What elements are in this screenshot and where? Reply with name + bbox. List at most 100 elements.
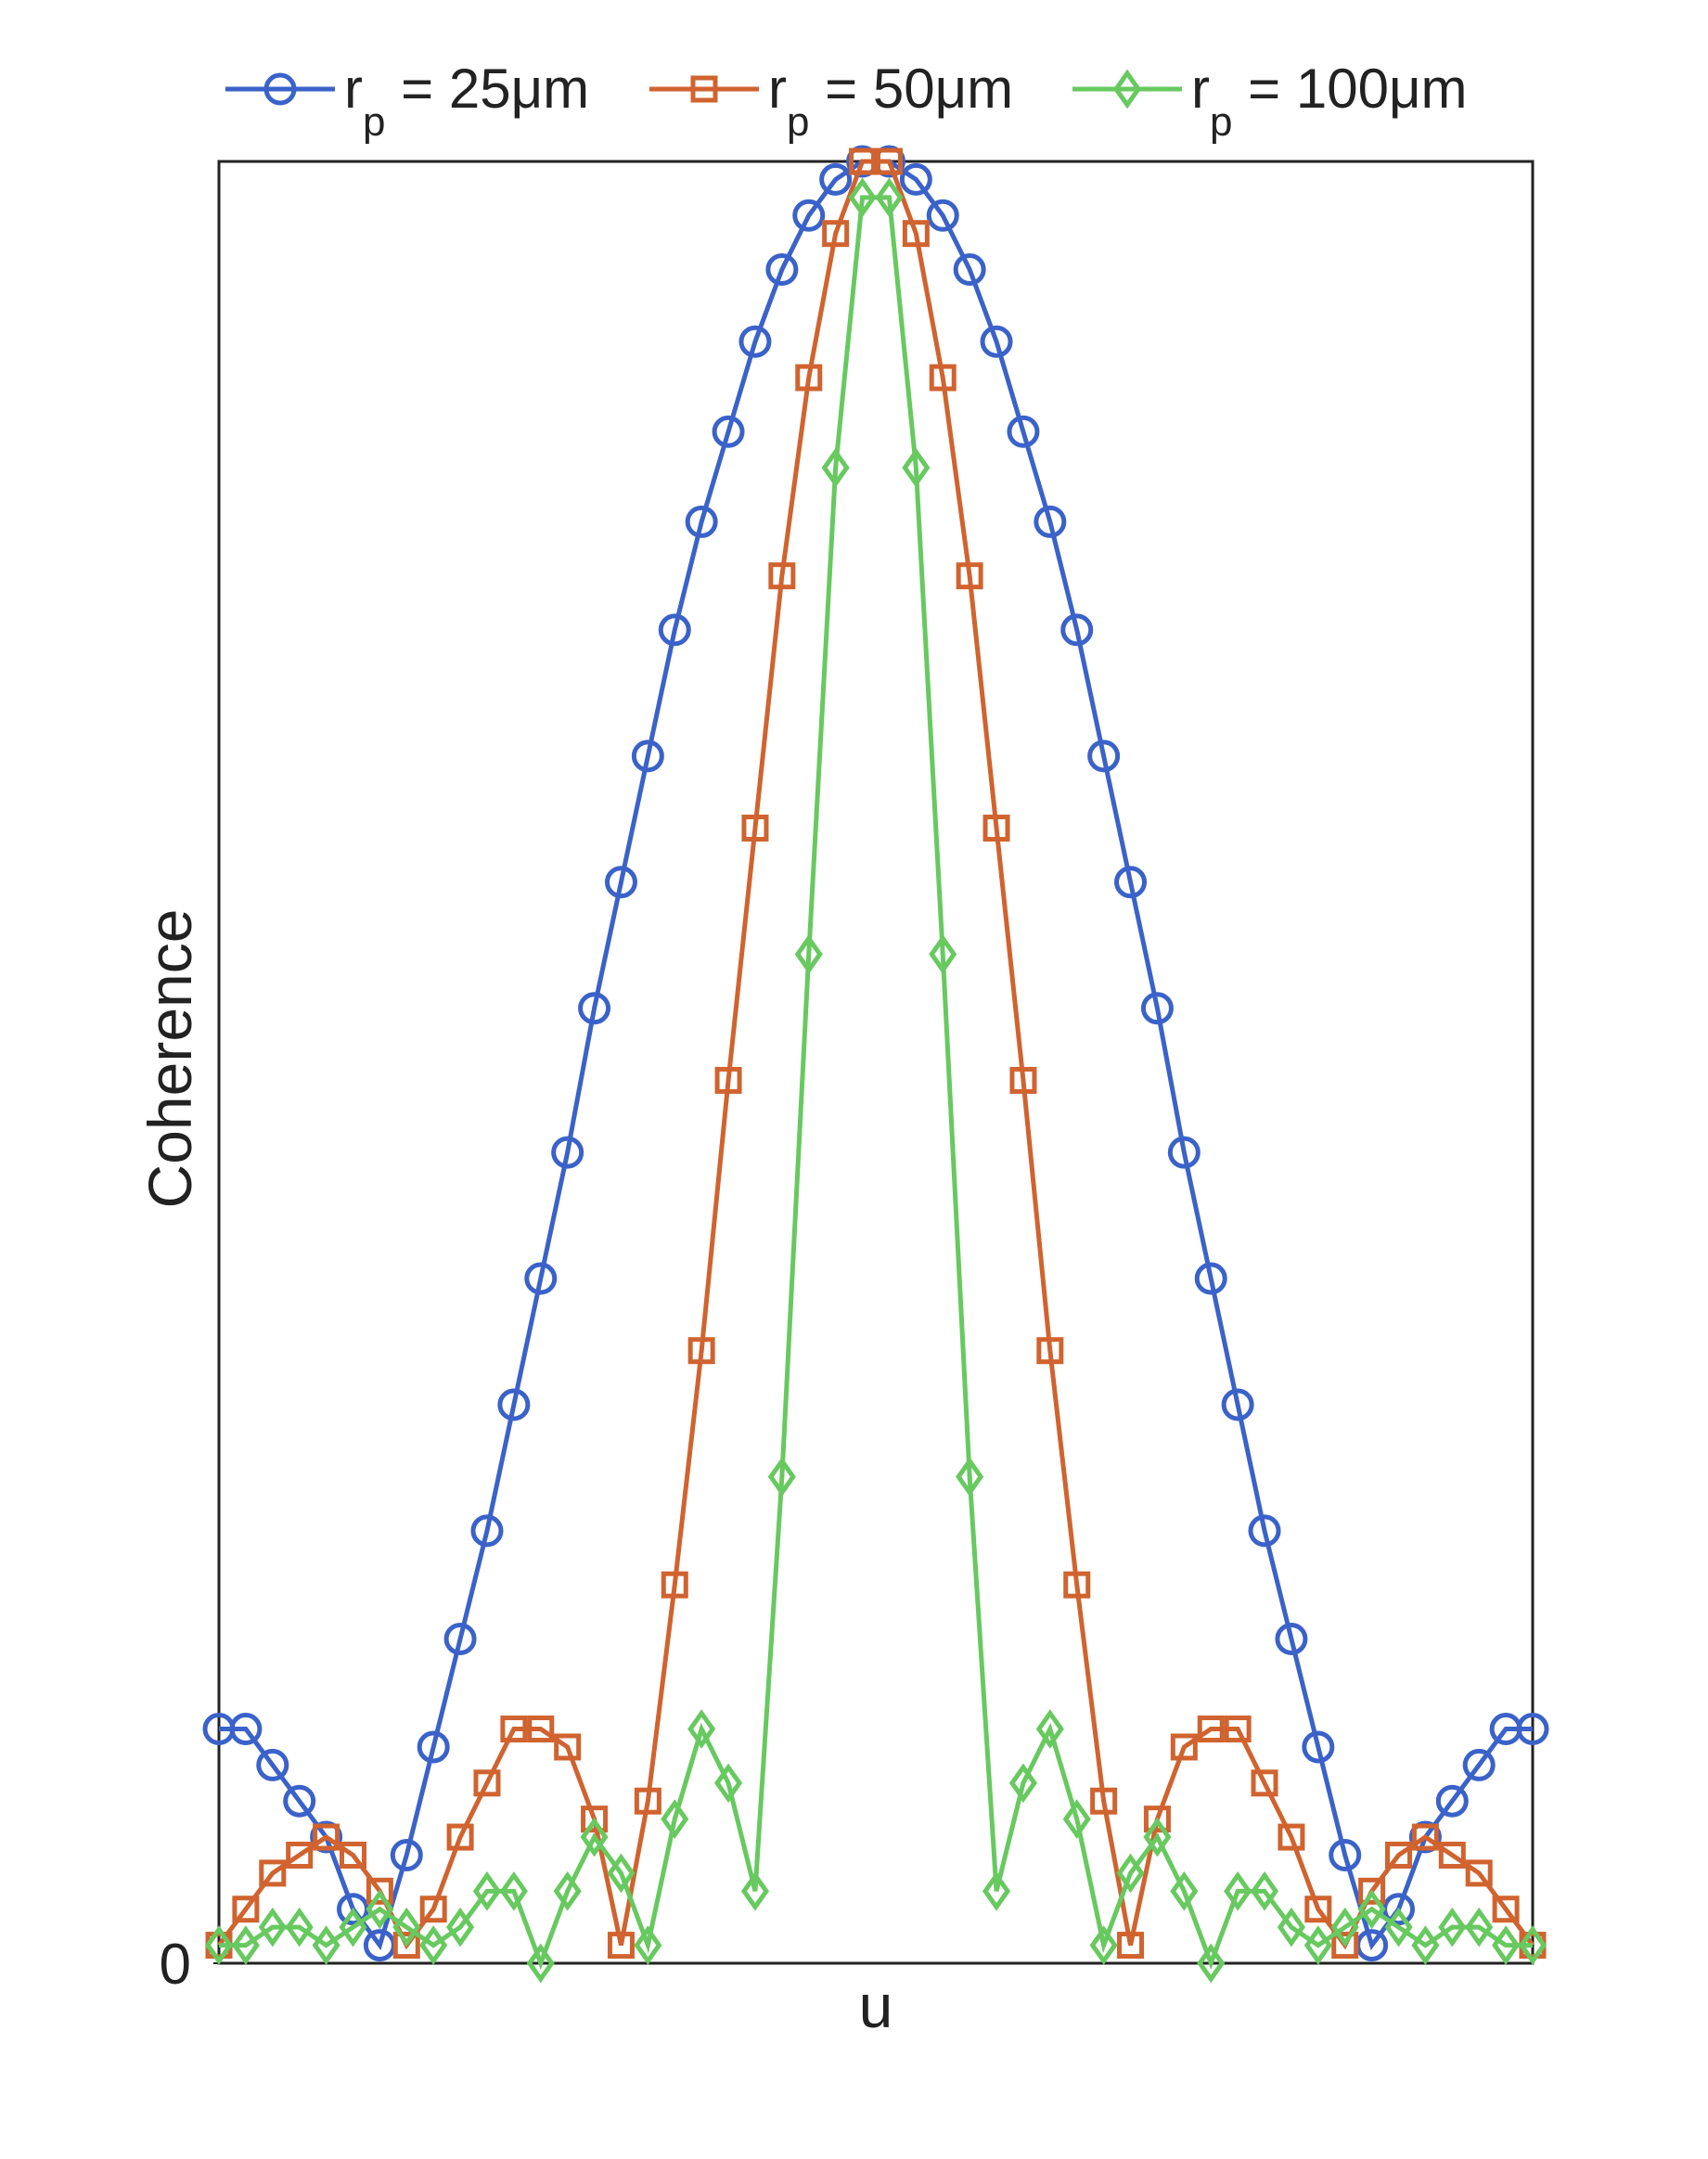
series — [205, 148, 1547, 1960]
marker — [1329, 1838, 1362, 1871]
marker — [1035, 1709, 1064, 1749]
y-axis-label: Coherence — [135, 909, 204, 1209]
marker — [607, 1853, 636, 1894]
marker — [714, 1763, 743, 1804]
marker — [1197, 1716, 1225, 1743]
marker — [339, 1841, 366, 1869]
marker — [446, 1823, 474, 1851]
marker — [604, 866, 637, 899]
marker — [1224, 1870, 1252, 1911]
marker — [1143, 1806, 1171, 1833]
series-line — [216, 159, 1535, 1950]
marker — [312, 1925, 340, 1965]
marker — [929, 934, 957, 974]
legend-text: r — [768, 58, 787, 120]
marker — [1277, 1907, 1305, 1947]
marker — [631, 739, 664, 773]
marker — [204, 1925, 234, 1965]
legend-text: r — [344, 58, 363, 120]
marker — [313, 1823, 340, 1851]
marker — [607, 1932, 635, 1960]
marker — [1518, 1925, 1547, 1965]
marker — [392, 1932, 420, 1960]
marker — [929, 364, 957, 392]
marker — [982, 815, 1010, 842]
marker — [980, 325, 1013, 358]
marker — [875, 177, 904, 218]
y-tick-label: 0 — [160, 1933, 191, 1997]
marker — [1516, 1713, 1549, 1746]
marker — [768, 562, 796, 590]
marker — [1302, 1730, 1335, 1764]
marker — [1008, 1763, 1038, 1804]
marker — [1170, 1733, 1198, 1761]
marker — [819, 162, 853, 196]
marker — [1462, 1748, 1496, 1781]
marker — [1357, 1889, 1386, 1930]
marker — [259, 1859, 287, 1887]
series-line — [219, 195, 1533, 1971]
marker — [1408, 1820, 1442, 1854]
marker — [258, 1907, 287, 1947]
marker — [848, 177, 877, 218]
marker — [1492, 1925, 1521, 1965]
marker — [795, 364, 823, 392]
marker — [740, 1870, 770, 1911]
marker — [899, 162, 932, 196]
marker — [1385, 1841, 1413, 1869]
marker — [685, 505, 718, 538]
marker — [1248, 1514, 1281, 1548]
marker — [875, 148, 903, 175]
marker — [527, 1716, 555, 1743]
marker — [419, 1896, 447, 1923]
marker — [1275, 1622, 1308, 1655]
marker — [658, 613, 691, 647]
marker — [1492, 1896, 1520, 1923]
plot-frame — [217, 160, 1535, 1965]
marker — [822, 220, 850, 248]
marker — [1036, 1337, 1064, 1365]
marker — [417, 1730, 450, 1764]
marker — [1224, 1716, 1252, 1743]
marker — [1331, 1932, 1359, 1960]
marker — [1090, 1787, 1118, 1815]
marker — [499, 1870, 528, 1911]
marker — [1358, 1877, 1386, 1905]
marker — [926, 199, 959, 232]
marker — [256, 1748, 289, 1781]
marker — [1465, 1859, 1493, 1887]
legend-marker — [263, 72, 297, 106]
marker — [953, 253, 986, 287]
marker — [1062, 1799, 1091, 1839]
marker — [1116, 1853, 1145, 1894]
marker — [661, 1799, 689, 1839]
marker — [285, 1907, 314, 1947]
legend-marker — [690, 75, 718, 103]
marker — [470, 1514, 504, 1548]
marker — [849, 148, 877, 175]
series — [202, 145, 1549, 1962]
marker — [1304, 1896, 1332, 1923]
marker — [472, 1870, 502, 1911]
marker — [1221, 1388, 1254, 1421]
marker — [1384, 1907, 1413, 1947]
marker — [1167, 1136, 1201, 1169]
marker — [634, 1925, 662, 1965]
marker — [1438, 1841, 1466, 1869]
marker — [526, 1943, 555, 1984]
legend-text: = 25μm — [385, 58, 589, 120]
series — [204, 177, 1547, 1984]
legend-text: = 100μm — [1232, 58, 1467, 120]
marker — [1060, 613, 1094, 647]
marker — [1251, 1769, 1278, 1797]
marker — [956, 1457, 984, 1497]
marker — [1278, 1823, 1305, 1851]
marker — [902, 447, 931, 488]
marker — [497, 1388, 531, 1421]
marker — [794, 934, 823, 974]
marker — [1143, 1817, 1172, 1857]
legend-text: = 50μm — [809, 58, 1013, 120]
marker — [1330, 1907, 1359, 1947]
marker — [712, 415, 745, 448]
marker — [1194, 1262, 1227, 1295]
